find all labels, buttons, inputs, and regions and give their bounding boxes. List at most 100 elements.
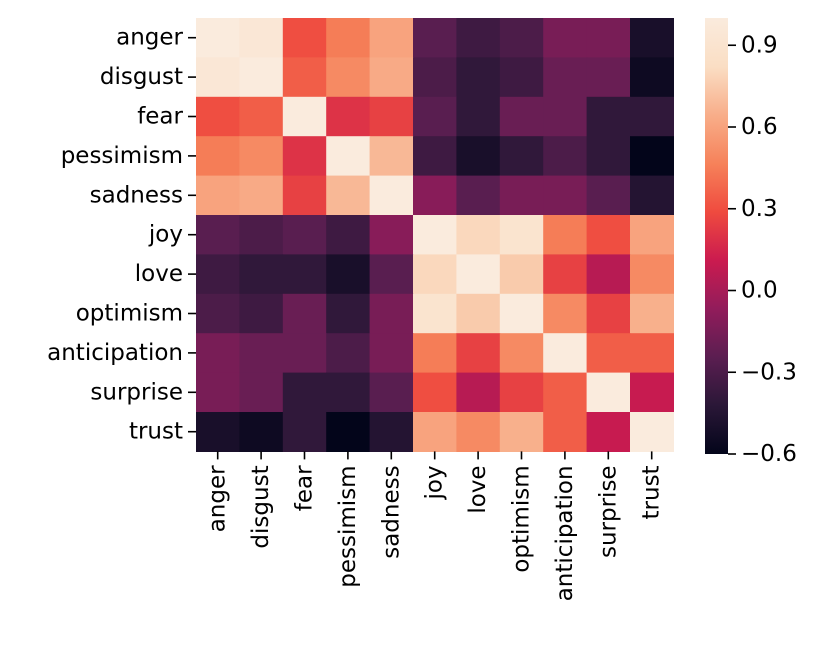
heatmap-cell-fear-anticipation xyxy=(543,96,588,137)
heatmap-cell-love-disgust xyxy=(239,254,284,295)
heatmap-cell-surprise-love xyxy=(456,372,501,413)
heatmap-cell-anticipation-pessimism xyxy=(326,333,371,374)
heatmap-cell-love-trust xyxy=(630,254,674,295)
heatmap-cell-optimism-optimism xyxy=(499,293,544,334)
heatmap-cell-anger-optimism xyxy=(499,18,544,58)
heatmap-cell-trust-fear xyxy=(282,412,327,452)
heatmap-cell-fear-pessimism xyxy=(326,96,371,137)
y-tick-label-anger: anger xyxy=(116,25,183,51)
heatmap-cell-pessimism-love xyxy=(456,136,501,177)
heatmap-cell-pessimism-disgust xyxy=(239,136,284,177)
heatmap-cell-love-pessimism xyxy=(326,254,371,295)
heatmap-cell-anger-anticipation xyxy=(543,18,588,58)
heatmap-cell-surprise-disgust xyxy=(239,372,284,413)
heatmap-cell-anticipation-optimism xyxy=(499,333,544,374)
heatmap-cell-surprise-surprise xyxy=(586,372,631,413)
heatmap-cell-optimism-joy xyxy=(413,293,457,334)
heatmap-cell-trust-sadness xyxy=(369,412,414,452)
heatmap-cell-love-love xyxy=(456,254,501,295)
heatmap-cell-trust-pessimism xyxy=(326,412,371,452)
x-tick-label-fear: fear xyxy=(292,465,318,511)
y-tick-label-surprise: surprise xyxy=(90,379,183,405)
heatmap-cell-sadness-fear xyxy=(282,175,327,216)
y-tick-label-joy: joy xyxy=(148,222,183,248)
heatmap-cell-disgust-trust xyxy=(630,57,674,98)
heatmap-cell-trust-optimism xyxy=(499,412,544,452)
heatmap-cell-surprise-sadness xyxy=(369,372,414,413)
heatmap-cell-joy-joy xyxy=(413,215,457,255)
heatmap-cells xyxy=(196,18,674,452)
heatmap-cell-anticipation-fear xyxy=(282,333,327,374)
heatmap-cell-joy-surprise xyxy=(586,215,631,255)
heatmap-cell-anticipation-sadness xyxy=(369,333,414,374)
heatmap-cell-anger-love xyxy=(456,18,501,58)
heatmap-cell-anger-pessimism xyxy=(326,18,371,58)
y-tick-label-fear: fear xyxy=(137,104,183,130)
heatmap-cell-optimism-pessimism xyxy=(326,293,371,334)
heatmap-cell-surprise-anger xyxy=(196,372,240,413)
heatmap-cell-optimism-anger xyxy=(196,293,240,334)
heatmap-cell-pessimism-pessimism xyxy=(326,136,371,177)
x-tick-label-optimism: optimism xyxy=(509,465,535,572)
heatmap-cell-optimism-anticipation xyxy=(543,293,588,334)
x-tick-label-joy: joy xyxy=(422,465,448,500)
heatmap-cell-sadness-disgust xyxy=(239,175,284,216)
heatmap-cell-anger-joy xyxy=(413,18,457,58)
heatmap-cell-pessimism-sadness xyxy=(369,136,414,177)
heatmap-cell-sadness-optimism xyxy=(499,175,544,216)
heatmap-cell-anticipation-love xyxy=(456,333,501,374)
colorbar-tick-label: 0.3 xyxy=(741,196,778,222)
heatmap-cell-optimism-surprise xyxy=(586,293,631,334)
heatmap-cell-surprise-pessimism xyxy=(326,372,371,413)
colorbar-gradient xyxy=(705,18,728,454)
heatmap-cell-trust-disgust xyxy=(239,412,284,452)
heatmap-cell-disgust-optimism xyxy=(499,57,544,98)
colorbar-tick-label: 0.9 xyxy=(741,32,778,58)
y-tick-label-optimism: optimism xyxy=(76,301,183,327)
heatmap-cell-pessimism-joy xyxy=(413,136,457,177)
x-tick-label-sadness: sadness xyxy=(378,465,404,558)
heatmap-cell-sadness-love xyxy=(456,175,501,216)
heatmap-cell-pessimism-anticipation xyxy=(543,136,588,177)
heatmap-cell-fear-fear xyxy=(282,96,327,137)
heatmap-cell-pessimism-trust xyxy=(630,136,674,177)
heatmap-cell-anger-disgust xyxy=(239,18,284,58)
heatmap-cell-anger-fear xyxy=(282,18,327,58)
heatmap-cell-fear-surprise xyxy=(586,96,631,137)
heatmap-cell-love-anticipation xyxy=(543,254,588,295)
heatmap-cell-joy-love xyxy=(456,215,501,255)
heatmap-cell-love-fear xyxy=(282,254,327,295)
heatmap-cell-joy-optimism xyxy=(499,215,544,255)
colorbar-tick-label: −0.3 xyxy=(741,359,797,385)
heatmap-cell-surprise-fear xyxy=(282,372,327,413)
heatmap-cell-pessimism-optimism xyxy=(499,136,544,177)
heatmap-cell-love-optimism xyxy=(499,254,544,295)
x-tick-label-pessimism: pessimism xyxy=(335,465,361,587)
heatmap-cell-trust-love xyxy=(456,412,501,452)
y-tick-label-love: love xyxy=(135,261,183,287)
y-tick-label-sadness: sadness xyxy=(90,182,183,208)
heatmap-cell-trust-joy xyxy=(413,412,457,452)
colorbar-tick-label: 0.0 xyxy=(741,278,778,304)
heatmap-cell-sadness-anticipation xyxy=(543,175,588,216)
heatmap-cell-love-joy xyxy=(413,254,457,295)
heatmap-cell-love-anger xyxy=(196,254,240,295)
heatmap-cell-sadness-anger xyxy=(196,175,240,216)
heatmap-cell-pessimism-anger xyxy=(196,136,240,177)
heatmap-cell-surprise-joy xyxy=(413,372,457,413)
heatmap-cell-optimism-trust xyxy=(630,293,674,334)
heatmap-cell-anger-sadness xyxy=(369,18,414,58)
heatmap-cell-disgust-disgust xyxy=(239,57,284,98)
heatmap-cell-love-surprise xyxy=(586,254,631,295)
heatmap-cell-trust-anger xyxy=(196,412,240,452)
heatmap-cell-trust-surprise xyxy=(586,412,631,452)
heatmap-cell-fear-optimism xyxy=(499,96,544,137)
heatmap-cell-disgust-fear xyxy=(282,57,327,98)
heatmap-cell-disgust-surprise xyxy=(586,57,631,98)
heatmap-cell-optimism-fear xyxy=(282,293,327,334)
heatmap-cell-sadness-trust xyxy=(630,175,674,216)
heatmap-cell-fear-sadness xyxy=(369,96,414,137)
heatmap-cell-disgust-love xyxy=(456,57,501,98)
heatmap-cell-fear-joy xyxy=(413,96,457,137)
